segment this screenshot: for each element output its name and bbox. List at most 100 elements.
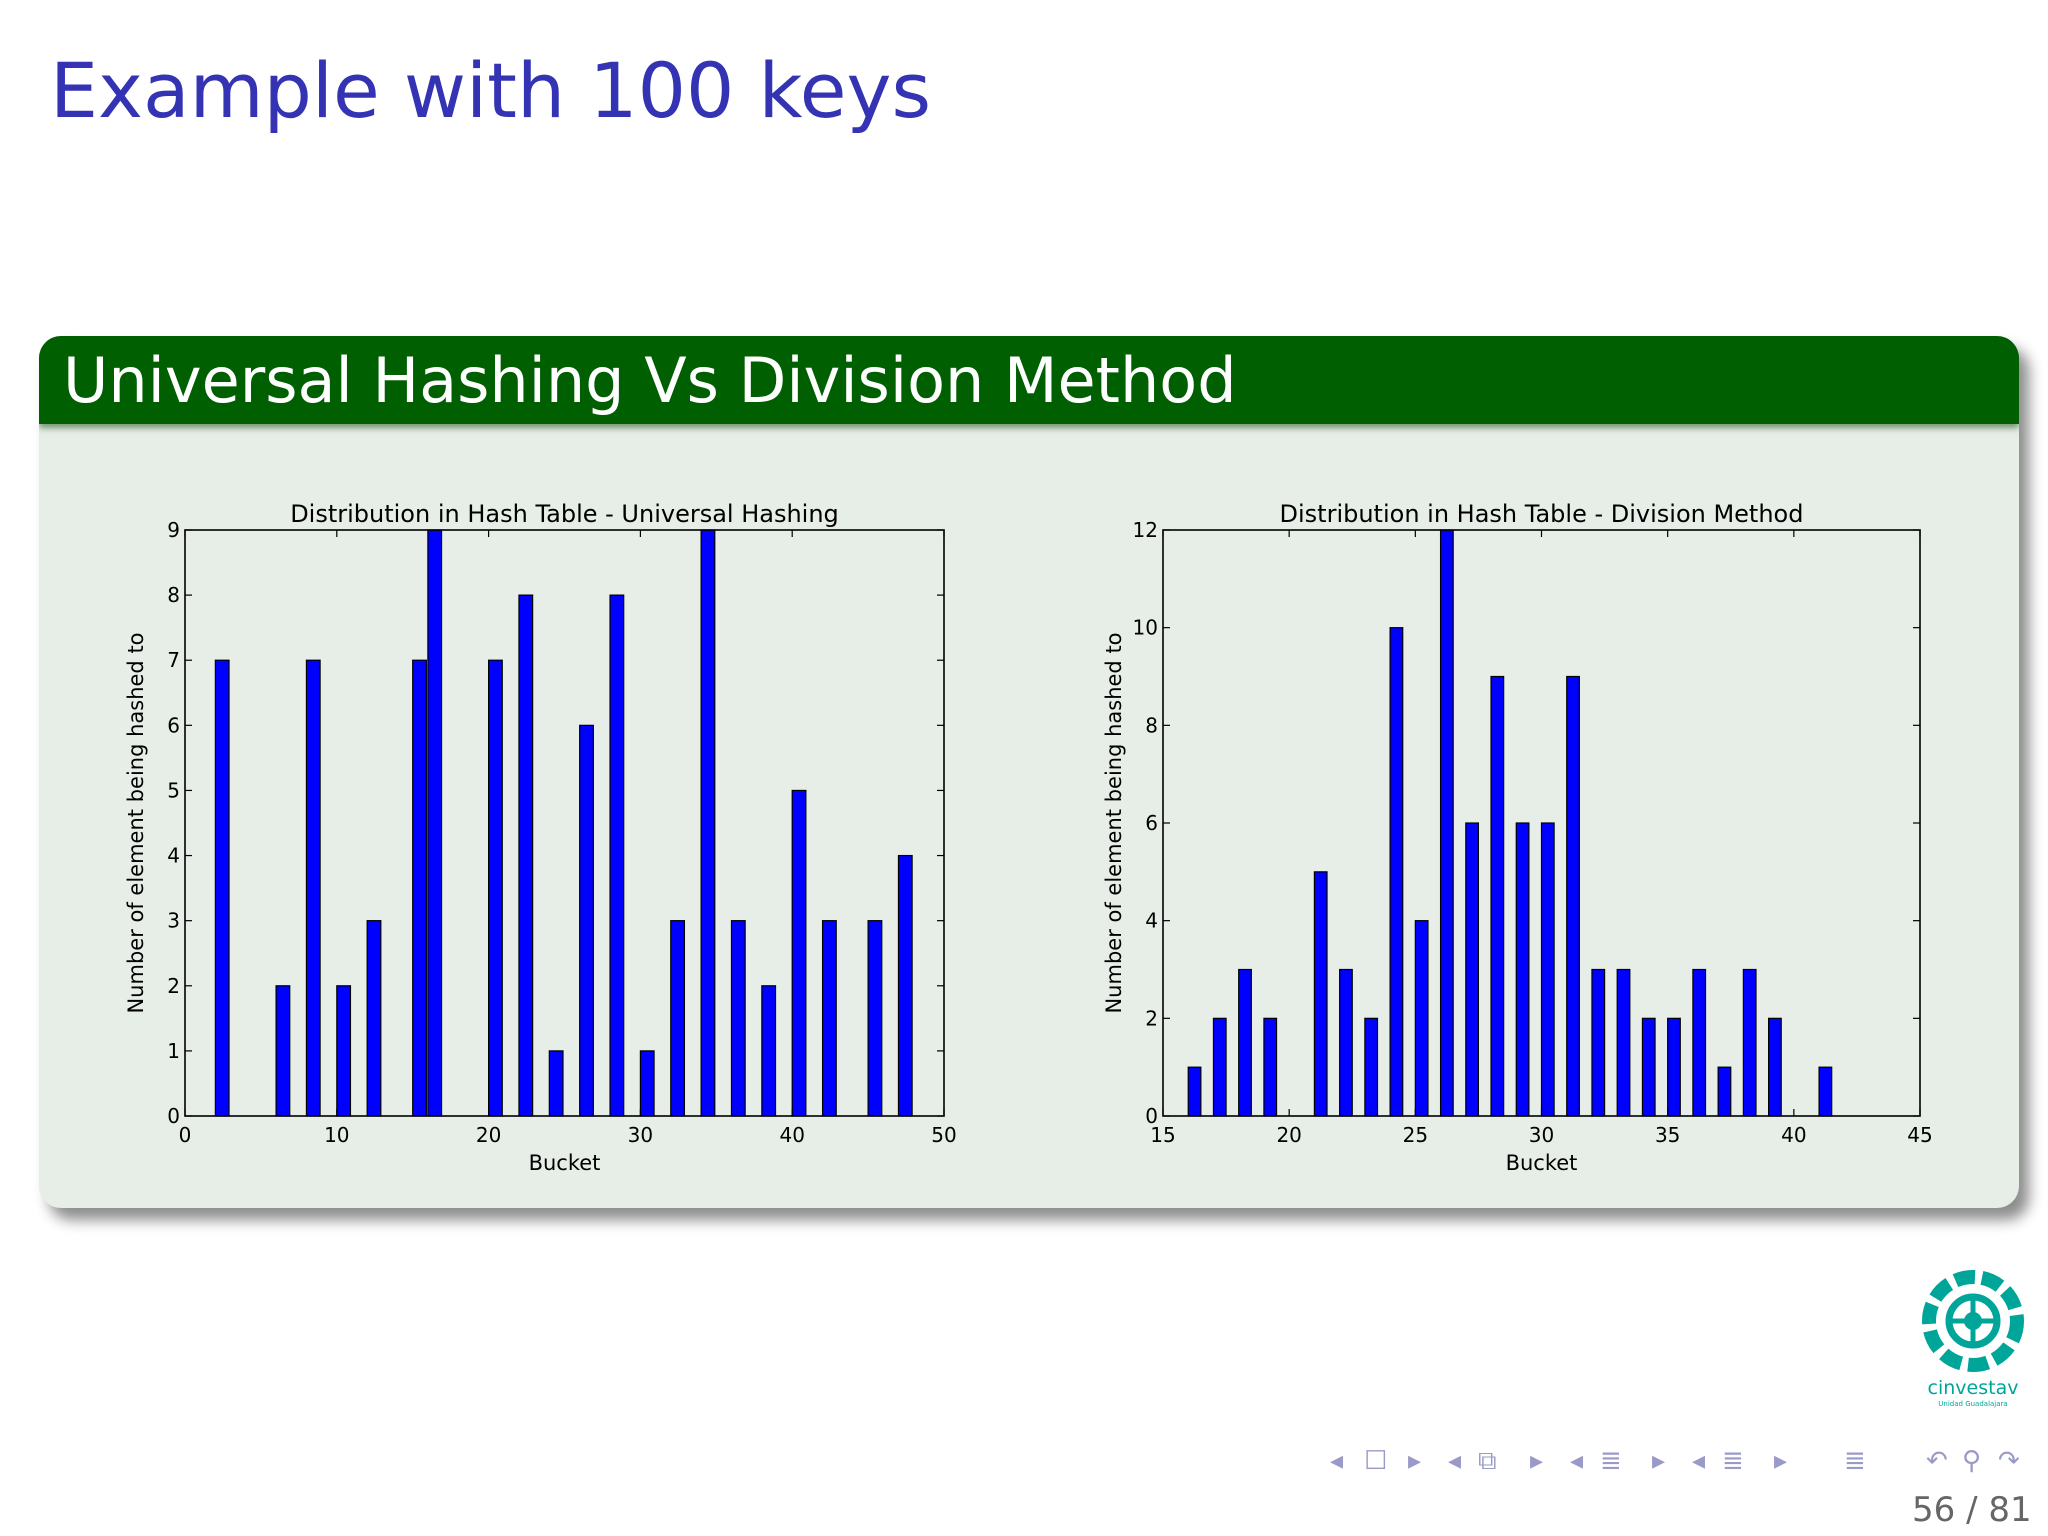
chart-2-bar [1364, 1017, 1379, 1117]
nav-prev-arrow[interactable]: ◂ [1448, 1446, 1462, 1476]
chart-2-y-tick-label: 12 [1133, 518, 1158, 542]
chart-2-bar [1591, 968, 1606, 1117]
nav-next-arrow[interactable]: ▸ [1652, 1446, 1666, 1476]
logo-emblem-icon [1922, 1270, 2024, 1372]
chart-1-bar [700, 529, 716, 1117]
chart-2-y-tick-label: 8 [1145, 713, 1158, 737]
nav-next-arrow[interactable]: ▸ [1774, 1446, 1788, 1476]
chart-2-x-tick-label: 15 [1150, 1123, 1175, 1147]
nav-presentation-icon[interactable]: ≣ [1722, 1446, 1744, 1476]
nav-back-icon[interactable]: ↶ [1926, 1446, 1948, 1476]
nav-prev-arrow[interactable]: ◂ [1330, 1446, 1344, 1476]
slide-title: Example with 100 keys [50, 46, 932, 135]
beamer-navigation: ◂ ☐ ▸ ◂ ⧉ ▸ ◂ ≣ ▸ ◂ ≣ ▸ ≣ ↶ ⚲ ↷ [1330, 1446, 2040, 1486]
chart-1-x-tick-label: 10 [324, 1123, 349, 1147]
page-number: 56 / 81 [1912, 1490, 2032, 1530]
chart-2-x-tick-label: 40 [1781, 1123, 1806, 1147]
logo-subtext: Unidad Guadalajara [1938, 1400, 2007, 1408]
chart-2-bar [1187, 1066, 1202, 1117]
chart-2-x-tick-label: 25 [1403, 1123, 1428, 1147]
chart-2-bar [1465, 822, 1480, 1117]
chart-2-x-tick-label: 35 [1655, 1123, 1680, 1147]
chart-2-bar [1263, 1017, 1278, 1117]
chart-2-bar [1414, 920, 1429, 1117]
chart-1-bar [609, 594, 625, 1117]
nav-next-arrow[interactable]: ▸ [1408, 1446, 1422, 1476]
chart-2-bar [1667, 1017, 1681, 1117]
nav-search-icon[interactable]: ⚲ [1962, 1446, 1982, 1476]
chart-2-bar [1490, 675, 1505, 1117]
chart-2-y-label: Number of element being hashed to [1102, 632, 1126, 1013]
chart-1-bar [305, 659, 321, 1117]
chart-2-bar [1515, 822, 1530, 1117]
chart-1-x-tick-label: 0 [179, 1123, 192, 1147]
chart-2-bar [1641, 1017, 1656, 1117]
nav-next-arrow[interactable]: ▸ [1530, 1446, 1544, 1476]
chart-1-x-tick-label: 20 [476, 1123, 501, 1147]
chart-1-bar [867, 920, 883, 1117]
chart-1-y-tick-label: 6 [167, 713, 180, 737]
chart-1-y-tick-label: 3 [167, 909, 180, 933]
chart-2-bar [1742, 968, 1757, 1117]
chart-1-x-tick-label: 50 [931, 1123, 956, 1147]
chart-2-bar [1238, 968, 1252, 1117]
chart-1-y-tick-label: 7 [167, 648, 180, 672]
chart-1-bar [761, 985, 777, 1117]
chart-2-y-tick-label: 10 [1133, 616, 1158, 640]
chart-1-bar [791, 789, 807, 1117]
chart-2-bar [1566, 675, 1580, 1117]
chart-1-bar [275, 985, 291, 1117]
nav-frame-icon[interactable]: ☐ [1364, 1446, 1388, 1476]
chart-1-bar [366, 920, 382, 1117]
chart-2-x-tick-label: 20 [1276, 1123, 1301, 1147]
chart-1-y-tick-label: 5 [167, 778, 180, 802]
logo-text: cinvestav [1928, 1377, 2019, 1399]
chart-2-bar [1439, 529, 1454, 1117]
cinvestav-logo: cinvestav Unidad Guadalajara [1922, 1270, 2024, 1408]
nav-prev-arrow[interactable]: ◂ [1570, 1446, 1584, 1476]
chart-1-bar [412, 659, 427, 1117]
chart-2-y-tick-label: 0 [1145, 1104, 1158, 1128]
chart-1-bar [548, 1050, 564, 1117]
chart-1-y-tick-label: 2 [167, 974, 180, 998]
chart-1-y-label: Number of element being hashed to [124, 632, 148, 1013]
nav-toc-icon[interactable]: ≣ [1844, 1446, 1866, 1476]
chart-1-bar [488, 659, 503, 1117]
chart-2-bar [1717, 1066, 1732, 1117]
chart-2-bar [1692, 968, 1707, 1117]
nav-section-icon[interactable]: ≣ [1600, 1446, 1622, 1476]
chart-2-bar [1616, 968, 1631, 1117]
chart-2-bar [1767, 1017, 1782, 1117]
chart-1-bar [821, 920, 837, 1117]
chart-1-bar [670, 920, 686, 1117]
chart-1-bar [518, 594, 534, 1117]
nav-subsection-icon[interactable]: ⧉ [1478, 1446, 1497, 1476]
chart-1-x-tick-label: 40 [779, 1123, 804, 1147]
chart-2-bar [1540, 822, 1555, 1117]
chart-1-y-tick-label: 0 [167, 1104, 180, 1128]
chart-2-bar [1212, 1017, 1227, 1117]
chart-1-x-label: Bucket [529, 1151, 601, 1175]
chart-1-bar [427, 529, 443, 1117]
chart-2-bar [1339, 968, 1353, 1117]
chart-1-bar [579, 724, 594, 1117]
chart-2-bar [1818, 1066, 1833, 1117]
chart-2-x-label: Bucket [1506, 1151, 1578, 1175]
chart-1-title: Distribution in Hash Table - Universal H… [290, 500, 839, 528]
chart-2-y-tick-label: 2 [1145, 1006, 1158, 1030]
nav-prev-arrow[interactable]: ◂ [1692, 1446, 1706, 1476]
block-title: Universal Hashing Vs Division Method [63, 344, 1237, 417]
chart-1-bar [730, 920, 746, 1117]
chart-2-y-tick-label: 4 [1145, 909, 1158, 933]
block-header: Universal Hashing Vs Division Method [39, 336, 2019, 424]
chart-1-y-tick-label: 4 [167, 844, 180, 868]
chart-2-bar [1313, 871, 1328, 1117]
chart-1-bar [336, 985, 352, 1117]
chart-1-bar [214, 659, 230, 1117]
chart-1-y-tick-label: 8 [167, 583, 180, 607]
nav-forward-icon[interactable]: ↷ [1998, 1446, 2020, 1476]
chart-1-x-tick-label: 30 [628, 1123, 653, 1147]
chart-1-bar [897, 854, 913, 1117]
chart-2-y-tick-label: 6 [1145, 811, 1158, 835]
